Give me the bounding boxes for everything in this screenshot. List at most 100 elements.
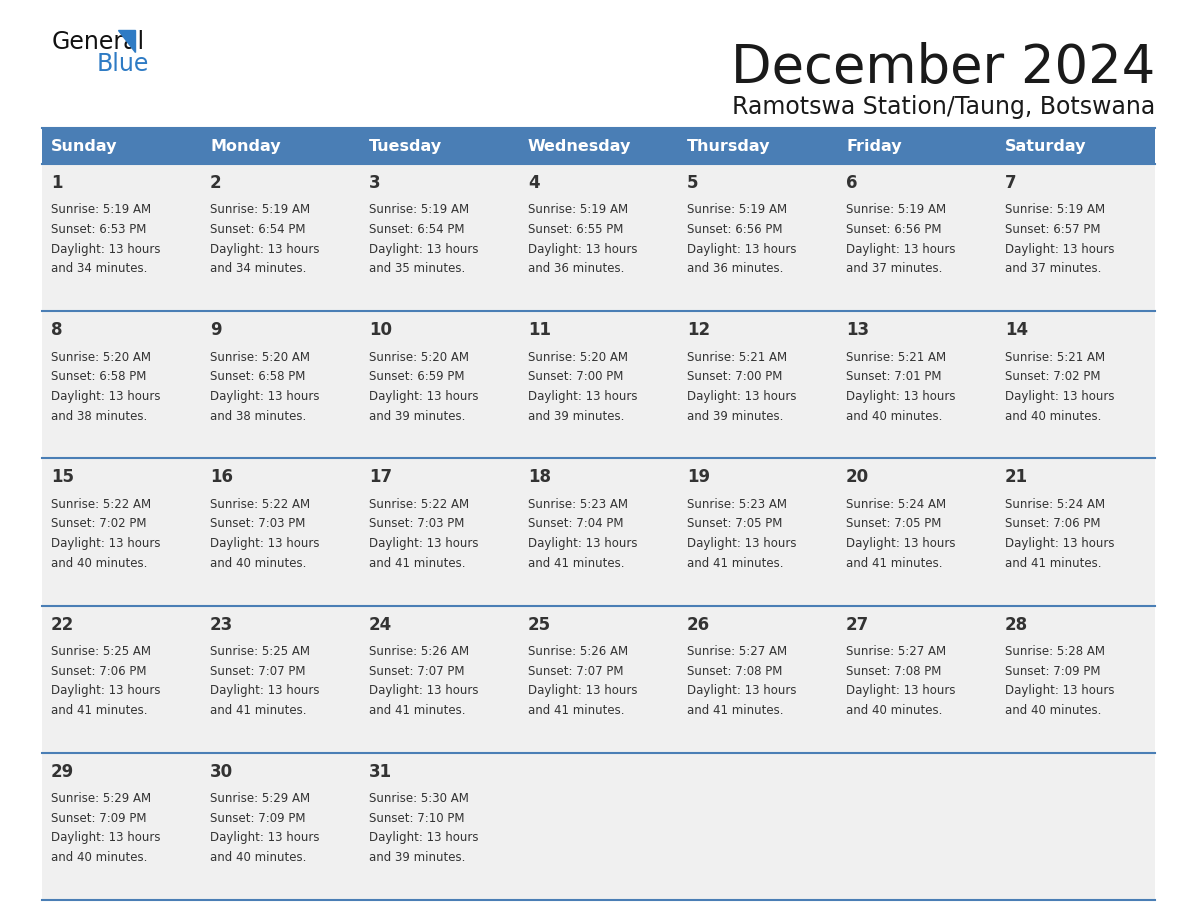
Bar	[996, 753, 1155, 900]
Bar	[42, 606, 201, 753]
Bar	[201, 606, 360, 753]
Text: Saturday: Saturday	[1005, 139, 1087, 153]
Text: Sunrise: 5:21 AM: Sunrise: 5:21 AM	[687, 351, 788, 364]
Text: and 39 minutes.: and 39 minutes.	[369, 851, 466, 864]
Text: and 36 minutes.: and 36 minutes.	[687, 263, 783, 275]
Bar	[678, 311, 838, 458]
Text: Sunrise: 5:19 AM: Sunrise: 5:19 AM	[369, 204, 469, 217]
Text: Sunrise: 5:19 AM: Sunrise: 5:19 AM	[846, 204, 946, 217]
Bar	[201, 128, 360, 164]
Text: Thursday: Thursday	[687, 139, 771, 153]
Text: Sunset: 7:07 PM: Sunset: 7:07 PM	[527, 665, 624, 677]
Text: Sunrise: 5:24 AM: Sunrise: 5:24 AM	[846, 498, 946, 510]
Text: Friday: Friday	[846, 139, 902, 153]
Polygon shape	[118, 30, 135, 52]
Text: Sunrise: 5:23 AM: Sunrise: 5:23 AM	[687, 498, 786, 510]
Text: and 36 minutes.: and 36 minutes.	[527, 263, 625, 275]
Text: Sunrise: 5:19 AM: Sunrise: 5:19 AM	[1005, 204, 1105, 217]
Bar	[42, 753, 201, 900]
Text: Daylight: 13 hours: Daylight: 13 hours	[51, 832, 160, 845]
Text: Daylight: 13 hours: Daylight: 13 hours	[687, 390, 796, 403]
Text: Sunrise: 5:25 AM: Sunrise: 5:25 AM	[51, 645, 151, 658]
Text: Sunset: 6:55 PM: Sunset: 6:55 PM	[527, 223, 624, 236]
Text: Sunrise: 5:27 AM: Sunrise: 5:27 AM	[846, 645, 946, 658]
Text: Blue: Blue	[97, 52, 150, 76]
Text: and 41 minutes.: and 41 minutes.	[369, 704, 466, 717]
Text: Daylight: 13 hours: Daylight: 13 hours	[1005, 684, 1114, 698]
Text: Daylight: 13 hours: Daylight: 13 hours	[210, 390, 320, 403]
Text: Sunrise: 5:21 AM: Sunrise: 5:21 AM	[1005, 351, 1105, 364]
Text: 15: 15	[51, 468, 74, 487]
Text: Daylight: 13 hours: Daylight: 13 hours	[210, 832, 320, 845]
Bar	[838, 164, 996, 311]
Text: Sunset: 7:06 PM: Sunset: 7:06 PM	[1005, 518, 1100, 531]
Text: Sunrise: 5:28 AM: Sunrise: 5:28 AM	[1005, 645, 1105, 658]
Text: Daylight: 13 hours: Daylight: 13 hours	[1005, 537, 1114, 550]
Text: Sunrise: 5:22 AM: Sunrise: 5:22 AM	[369, 498, 469, 510]
Bar	[678, 128, 838, 164]
Text: Sunset: 7:09 PM: Sunset: 7:09 PM	[210, 812, 305, 825]
Bar	[678, 164, 838, 311]
Bar	[996, 311, 1155, 458]
Bar	[678, 606, 838, 753]
Text: and 35 minutes.: and 35 minutes.	[369, 263, 466, 275]
Text: and 39 minutes.: and 39 minutes.	[369, 409, 466, 422]
Text: Sunrise: 5:19 AM: Sunrise: 5:19 AM	[51, 204, 151, 217]
Text: Daylight: 13 hours: Daylight: 13 hours	[51, 242, 160, 256]
Text: 6: 6	[846, 174, 858, 192]
Text: Sunset: 6:58 PM: Sunset: 6:58 PM	[51, 370, 146, 384]
Bar	[360, 164, 519, 311]
Text: 2: 2	[210, 174, 222, 192]
Text: Sunset: 7:00 PM: Sunset: 7:00 PM	[687, 370, 783, 384]
Text: 27: 27	[846, 616, 870, 633]
Text: Sunrise: 5:29 AM: Sunrise: 5:29 AM	[51, 792, 151, 805]
Bar	[519, 128, 678, 164]
Bar	[519, 311, 678, 458]
Text: Sunset: 7:00 PM: Sunset: 7:00 PM	[527, 370, 624, 384]
Text: and 41 minutes.: and 41 minutes.	[51, 704, 147, 717]
Bar	[838, 311, 996, 458]
Text: Monday: Monday	[210, 139, 280, 153]
Text: and 38 minutes.: and 38 minutes.	[51, 409, 147, 422]
Text: Daylight: 13 hours: Daylight: 13 hours	[527, 390, 638, 403]
Text: Daylight: 13 hours: Daylight: 13 hours	[687, 242, 796, 256]
Text: Daylight: 13 hours: Daylight: 13 hours	[210, 537, 320, 550]
Text: and 41 minutes.: and 41 minutes.	[210, 704, 307, 717]
Text: 30: 30	[210, 763, 233, 781]
Text: and 40 minutes.: and 40 minutes.	[51, 556, 147, 570]
Text: 9: 9	[210, 321, 222, 339]
Bar	[42, 128, 201, 164]
Text: Daylight: 13 hours: Daylight: 13 hours	[369, 390, 479, 403]
Bar	[201, 164, 360, 311]
Text: Sunset: 7:05 PM: Sunset: 7:05 PM	[846, 518, 941, 531]
Bar	[678, 753, 838, 900]
Text: 29: 29	[51, 763, 74, 781]
Text: 26: 26	[687, 616, 710, 633]
Text: Sunrise: 5:20 AM: Sunrise: 5:20 AM	[369, 351, 469, 364]
Text: Sunrise: 5:20 AM: Sunrise: 5:20 AM	[527, 351, 628, 364]
Bar	[42, 164, 201, 311]
Text: Sunrise: 5:24 AM: Sunrise: 5:24 AM	[1005, 498, 1105, 510]
Text: Wednesday: Wednesday	[527, 139, 631, 153]
Text: Daylight: 13 hours: Daylight: 13 hours	[369, 242, 479, 256]
Text: Sunday: Sunday	[51, 139, 118, 153]
Text: Sunrise: 5:19 AM: Sunrise: 5:19 AM	[210, 204, 310, 217]
Text: Daylight: 13 hours: Daylight: 13 hours	[846, 537, 955, 550]
Text: Sunset: 7:04 PM: Sunset: 7:04 PM	[527, 518, 624, 531]
Text: and 41 minutes.: and 41 minutes.	[687, 704, 784, 717]
Text: 25: 25	[527, 616, 551, 633]
Bar	[360, 458, 519, 606]
Bar	[996, 606, 1155, 753]
Text: 11: 11	[527, 321, 551, 339]
Text: Daylight: 13 hours: Daylight: 13 hours	[527, 684, 638, 698]
Text: 3: 3	[369, 174, 380, 192]
Bar	[838, 458, 996, 606]
Text: Sunset: 6:53 PM: Sunset: 6:53 PM	[51, 223, 146, 236]
Text: Daylight: 13 hours: Daylight: 13 hours	[1005, 390, 1114, 403]
Text: Sunset: 7:06 PM: Sunset: 7:06 PM	[51, 665, 146, 677]
Text: Sunset: 7:03 PM: Sunset: 7:03 PM	[369, 518, 465, 531]
Text: 28: 28	[1005, 616, 1028, 633]
Text: Sunrise: 5:27 AM: Sunrise: 5:27 AM	[687, 645, 788, 658]
Text: and 40 minutes.: and 40 minutes.	[1005, 704, 1101, 717]
Text: Sunset: 6:58 PM: Sunset: 6:58 PM	[210, 370, 305, 384]
